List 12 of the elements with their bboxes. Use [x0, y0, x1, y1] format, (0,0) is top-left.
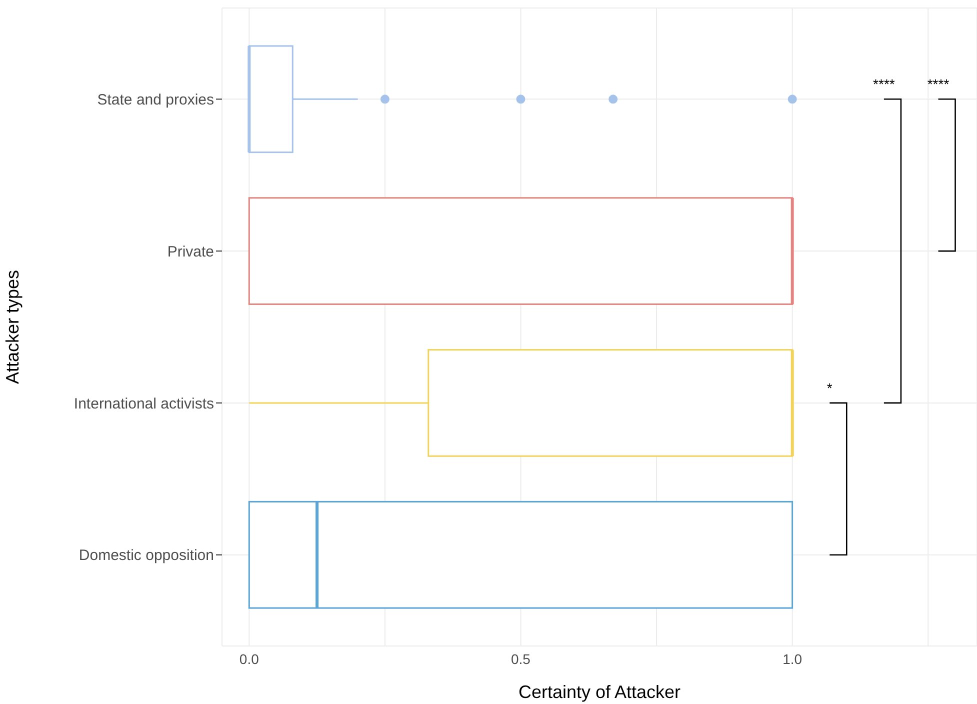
- x-tick-label: 1.0: [782, 650, 802, 667]
- annotation: ****: [873, 76, 896, 92]
- y-tick-label: State and proxies: [97, 91, 214, 108]
- y-tick-label: Domestic opposition: [78, 547, 214, 564]
- x-tick-label: 0.5: [511, 650, 531, 667]
- annotation: ****: [927, 76, 950, 92]
- x-axis-title: Certainty of Attacker: [518, 682, 681, 702]
- y-axis-title: Attacker types: [2, 270, 22, 384]
- x-tick-label: 0.0: [239, 650, 260, 667]
- annotation: *: [826, 380, 833, 396]
- y-tick-label: International activists: [74, 395, 214, 412]
- y-tick-label: Private: [167, 243, 214, 260]
